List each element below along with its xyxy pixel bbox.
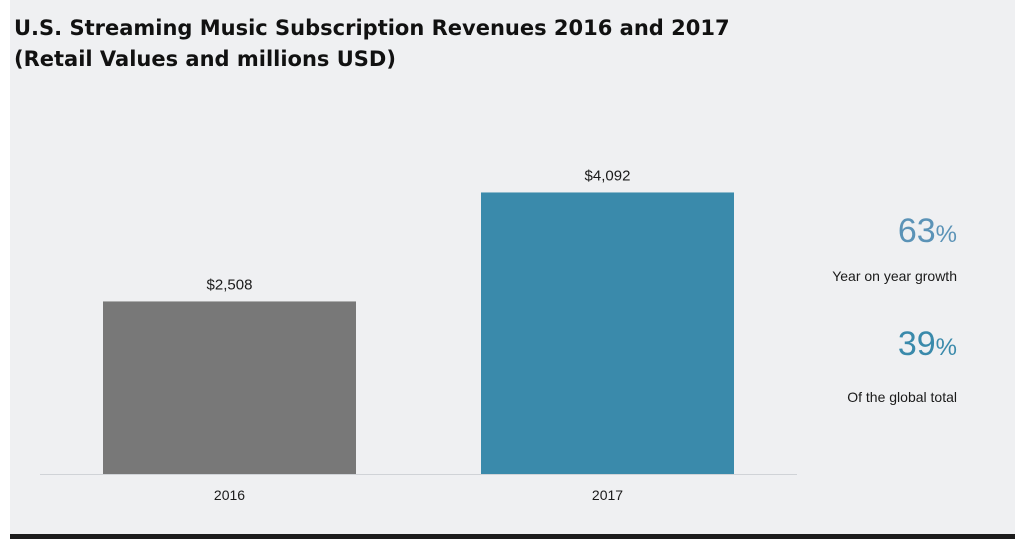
category-label-2017: 2017 (592, 487, 623, 503)
labels-group: $2,508 2016 $4,092 2017 (207, 167, 631, 503)
growth-stat-value: 63% (898, 212, 957, 251)
growth-stat-number: 63 (897, 212, 936, 250)
value-label-2016: $2,508 (207, 276, 253, 293)
share-stat-number: 39 (897, 325, 936, 363)
share-stat-value: 39% (898, 325, 957, 364)
growth-stat-unit: % (935, 221, 957, 248)
growth-stat-label: Year on year growth (832, 268, 957, 284)
category-label-2016: 2016 (214, 487, 245, 503)
value-label-2017: $4,092 (585, 167, 631, 184)
bars-group (103, 192, 734, 474)
bar-2017 (481, 192, 734, 474)
chart-title-line-1: U.S. Streaming Music Subscription Revenu… (14, 16, 730, 40)
share-stat-label: Of the global total (847, 389, 957, 405)
bar-2016 (103, 301, 356, 474)
chart-title-line-2: (Retail Values and millions USD) (14, 47, 396, 71)
share-stat-unit: % (935, 334, 957, 361)
bottom-rule (10, 534, 1015, 539)
